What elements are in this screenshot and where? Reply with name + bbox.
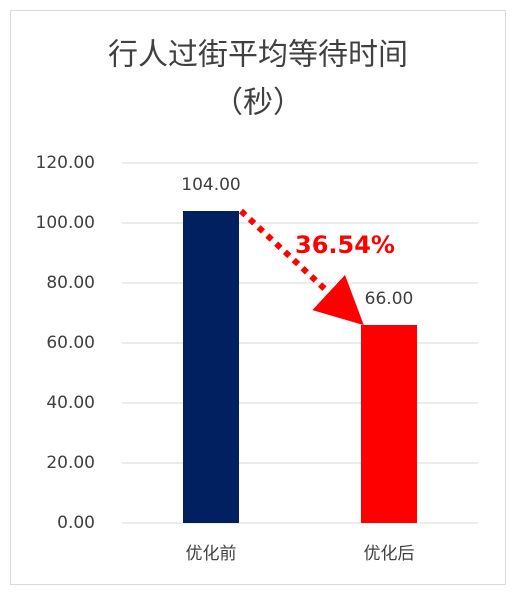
y-tick-label: 60.00 bbox=[46, 333, 95, 353]
chart-title: 行人过街平均等待时间 bbox=[108, 38, 408, 73]
y-tick-label: 80.00 bbox=[46, 273, 95, 293]
data-label: 104.00 bbox=[181, 175, 240, 195]
chart-frame bbox=[10, 10, 506, 585]
x-tick-label: 优化后 bbox=[364, 544, 415, 564]
y-tick-label: 40.00 bbox=[46, 393, 95, 413]
trend-arrow bbox=[238, 208, 364, 326]
y-tick-label: 20.00 bbox=[46, 453, 95, 473]
y-tick-label: 120.00 bbox=[36, 153, 95, 173]
x-tick-label: 优化前 bbox=[186, 544, 237, 564]
chart-title: （秒） bbox=[213, 86, 303, 121]
annotation: 36.54% bbox=[295, 231, 395, 259]
bar bbox=[361, 325, 417, 523]
data-label: 66.00 bbox=[365, 289, 414, 309]
y-tick-label: 100.00 bbox=[36, 213, 95, 233]
bar bbox=[183, 211, 239, 523]
y-tick-label: 0.00 bbox=[57, 513, 95, 533]
